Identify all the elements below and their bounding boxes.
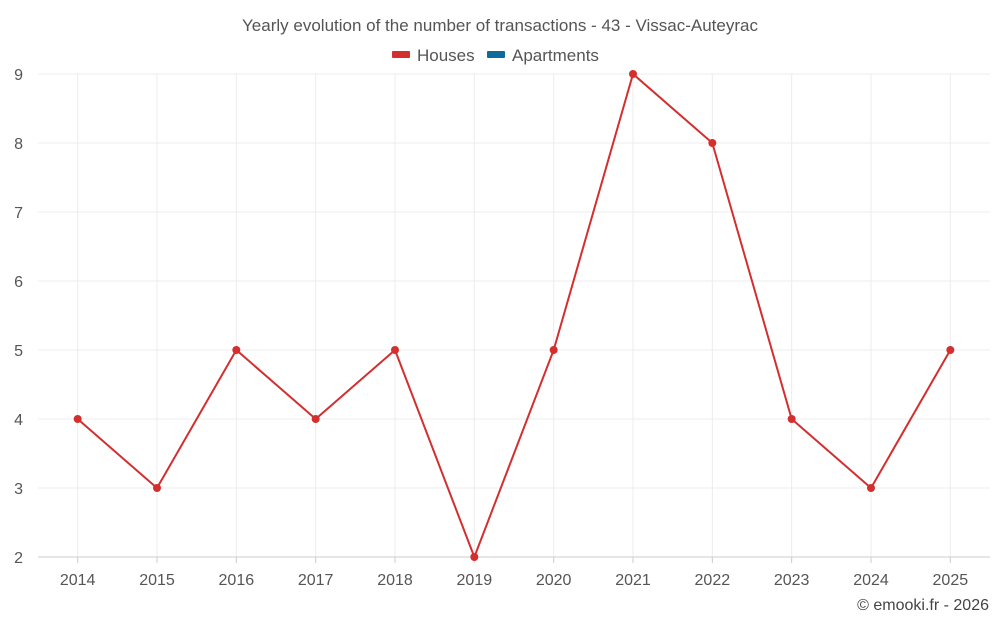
data-point-houses-2019[interactable] xyxy=(470,553,479,561)
y-axis: 2 3 4 5 6 7 8 9 xyxy=(14,67,23,567)
data-point-houses-2021[interactable] xyxy=(629,70,637,78)
data-point-houses-2022[interactable] xyxy=(708,139,717,147)
data-point-houses-2014[interactable] xyxy=(73,415,82,423)
y-tick-label: 4 xyxy=(14,412,23,429)
x-tick-label: 2024 xyxy=(853,572,889,589)
series-layer xyxy=(73,70,955,561)
data-point-houses-2017[interactable] xyxy=(311,415,320,423)
y-tick-label: 9 xyxy=(14,67,23,84)
y-tick-label: 2 xyxy=(14,550,23,567)
legend: Houses Apartments xyxy=(392,46,599,65)
chart-title: Yearly evolution of the number of transa… xyxy=(242,16,758,35)
x-tick-label: 2019 xyxy=(457,572,493,589)
legend-swatch-houses xyxy=(392,51,410,58)
y-tick-label: 3 xyxy=(14,481,23,498)
data-point-houses-2024[interactable] xyxy=(867,484,875,492)
data-point-houses-2023[interactable] xyxy=(787,415,796,423)
grid xyxy=(38,73,990,557)
x-tick-label: 2015 xyxy=(139,572,175,589)
credit-text: © emooki.fr - 2026 xyxy=(857,597,989,614)
legend-item-houses[interactable]: Houses xyxy=(392,46,475,65)
legend-item-apartments[interactable]: Apartments xyxy=(487,46,599,65)
x-tick-label: 2025 xyxy=(933,572,969,589)
y-tick-label: 8 xyxy=(14,136,23,153)
x-tick-label: 2023 xyxy=(774,572,810,589)
legend-label-houses: Houses xyxy=(417,46,475,65)
y-tick-label: 7 xyxy=(14,205,23,222)
x-tick-label: 2017 xyxy=(298,572,334,589)
x-tick-label: 2018 xyxy=(377,572,413,589)
x-tick-label: 2021 xyxy=(615,572,651,589)
data-point-houses-2015[interactable] xyxy=(153,484,161,492)
x-axis: 2014 2015 2016 2017 2018 2019 2020 2021 2022 2023… xyxy=(38,556,990,589)
y-tick-label: 5 xyxy=(14,343,23,360)
legend-label-apartments: Apartments xyxy=(512,46,599,65)
data-point-houses-2025[interactable] xyxy=(946,346,955,354)
x-tick-label: 2022 xyxy=(695,572,731,589)
data-point-houses-2018[interactable] xyxy=(391,346,399,354)
x-tick-label: 2016 xyxy=(219,572,255,589)
y-tick-label: 6 xyxy=(14,274,23,291)
x-tick-label: 2014 xyxy=(60,572,96,589)
legend-swatch-apartments xyxy=(487,51,505,58)
data-point-houses-2016[interactable] xyxy=(232,346,241,354)
x-tick-label: 2020 xyxy=(536,572,572,589)
series-line-houses xyxy=(77,73,952,558)
data-point-houses-2020[interactable] xyxy=(549,346,558,354)
